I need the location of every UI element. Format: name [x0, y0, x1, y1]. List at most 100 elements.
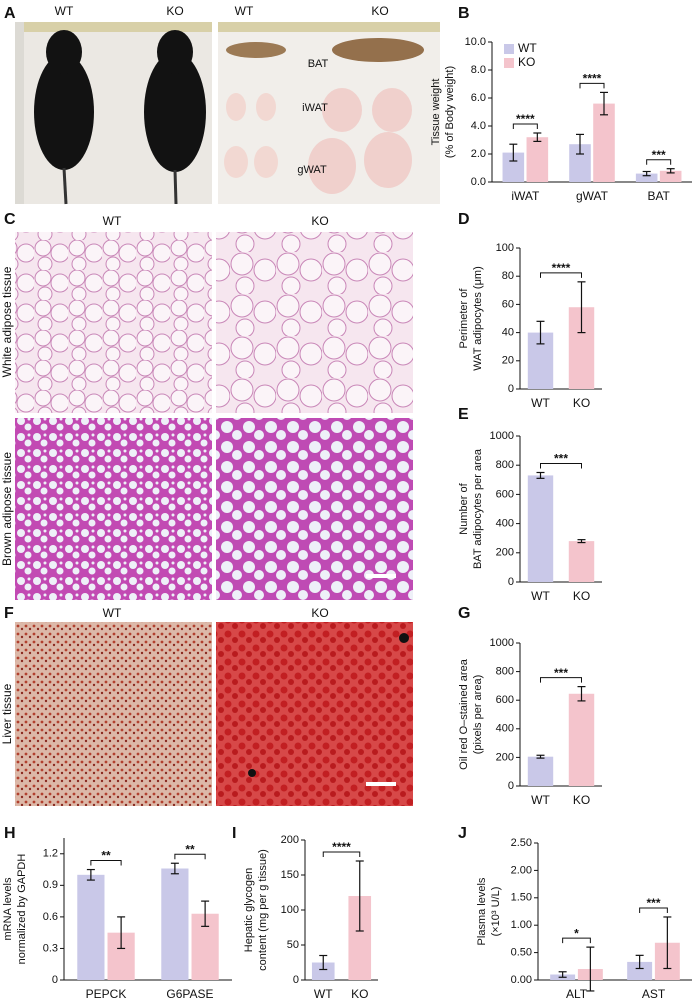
y-tick-label: 0 — [508, 383, 514, 395]
y-axis-title: WAT adipocytes (μm) — [472, 266, 484, 371]
ruler — [15, 22, 24, 204]
y-tick-label: 400 — [496, 723, 514, 735]
x-tick-label: WT — [531, 589, 550, 603]
y-axis-title: (% of Body weight) — [444, 66, 456, 158]
y-axis-title: Perimeter of — [458, 288, 470, 349]
y-axis-title: Plasma levels — [476, 877, 488, 945]
legend-label: KO — [518, 55, 535, 69]
row-label: Brown adipose tissue — [0, 452, 14, 566]
panel-letter: J — [458, 825, 467, 842]
y-tick-label: 0.0 — [471, 176, 486, 188]
bar — [526, 137, 549, 182]
panel-letter: A — [4, 5, 16, 22]
x-tick-label: PEPCK — [86, 987, 127, 1001]
bar — [635, 173, 658, 182]
tissue — [322, 88, 362, 132]
tissue — [364, 132, 412, 188]
y-tick-label: 0.6 — [43, 911, 58, 923]
y-tick-label: 6.0 — [471, 92, 486, 104]
y-axis-title: BAT adipocytes per area — [472, 448, 484, 569]
bar — [568, 693, 595, 786]
bar — [593, 103, 615, 182]
significance-label: ** — [185, 842, 195, 856]
photo-label: WT — [235, 4, 254, 18]
legend-swatch — [504, 58, 514, 68]
tissue — [224, 146, 248, 178]
significance-bracket — [540, 272, 582, 278]
legend-label: WT — [518, 41, 537, 55]
bar — [568, 541, 595, 582]
bar — [348, 896, 372, 980]
photo-label: WT — [103, 214, 122, 228]
y-tick-label: 0 — [508, 780, 514, 792]
y-tick-label: 40 — [502, 327, 514, 339]
tissue — [226, 93, 246, 121]
tissue — [256, 93, 276, 121]
photo-tissues — [218, 22, 440, 204]
row-label: Liver tissue — [0, 683, 14, 744]
panel-letter: F — [4, 605, 14, 622]
significance-bracket — [540, 677, 582, 683]
photo-label: KO — [311, 606, 328, 620]
x-tick-label: AST — [642, 987, 666, 1001]
mouse — [157, 30, 193, 74]
bar — [569, 144, 591, 182]
histology-image — [15, 622, 212, 806]
x-tick-label: WT — [531, 793, 550, 807]
y-tick-label: 8.0 — [471, 64, 486, 76]
photo-label: WT — [55, 4, 74, 18]
y-tick-label: 1.50 — [511, 892, 532, 904]
panel-letter: D — [458, 211, 470, 228]
y-axis-title: Number of — [458, 482, 470, 534]
y-tick-label: 80 — [502, 270, 514, 282]
significance-label: * — [574, 926, 579, 940]
y-axis-title: (pixels per area) — [472, 675, 484, 754]
panel-letter: H — [4, 825, 16, 842]
y-axis-title: Hepatic glycogen — [243, 868, 255, 952]
significance-label: *** — [554, 666, 568, 680]
y-axis-title: content (mg per g tissue) — [257, 849, 269, 971]
y-axis-title: mRNA levels — [2, 877, 14, 940]
significance-bracket — [639, 907, 668, 913]
bar — [627, 961, 653, 980]
tissue — [332, 38, 424, 62]
mouse — [34, 54, 94, 170]
tissue — [372, 88, 412, 132]
x-tick-label: G6PASE — [166, 987, 213, 1001]
y-tick-label: 400 — [496, 518, 514, 530]
panel-letter: G — [458, 605, 470, 622]
y-tick-label: 0 — [293, 974, 299, 986]
photo-label: WT — [103, 606, 122, 620]
y-axis-title: (×10³ U/L) — [490, 887, 502, 937]
significance-bracket — [90, 860, 122, 866]
histology-image — [216, 622, 413, 806]
photo-label: BAT — [308, 58, 329, 70]
x-tick-label: KO — [573, 793, 590, 807]
row-label: White adipose tissue — [0, 266, 14, 377]
y-tick-label: 4.0 — [471, 120, 486, 132]
y-tick-label: 200 — [496, 751, 514, 763]
significance-label: **** — [516, 112, 535, 126]
scale-bar — [366, 782, 396, 786]
x-tick-label: KO — [573, 589, 590, 603]
photo-label: KO — [371, 4, 388, 18]
significance-bracket — [540, 463, 582, 469]
y-axis-title: Tissue weight — [430, 79, 442, 146]
y-tick-label: 200 — [496, 547, 514, 559]
y-tick-label: 100 — [496, 242, 514, 254]
mouse — [144, 52, 206, 172]
x-tick-label: KO — [573, 396, 590, 410]
y-tick-label: 1000 — [490, 430, 514, 442]
significance-label: ** — [101, 849, 111, 863]
y-tick-label: 0 — [508, 576, 514, 588]
photo-label: iWAT — [302, 102, 328, 114]
bar — [659, 170, 682, 182]
x-tick-label: WT — [531, 396, 550, 410]
x-tick-label: WT — [314, 987, 333, 1001]
bar — [502, 152, 525, 182]
y-tick-label: 1.2 — [43, 848, 58, 860]
bar — [161, 868, 189, 980]
tissue — [308, 138, 356, 194]
ruler — [218, 22, 440, 32]
